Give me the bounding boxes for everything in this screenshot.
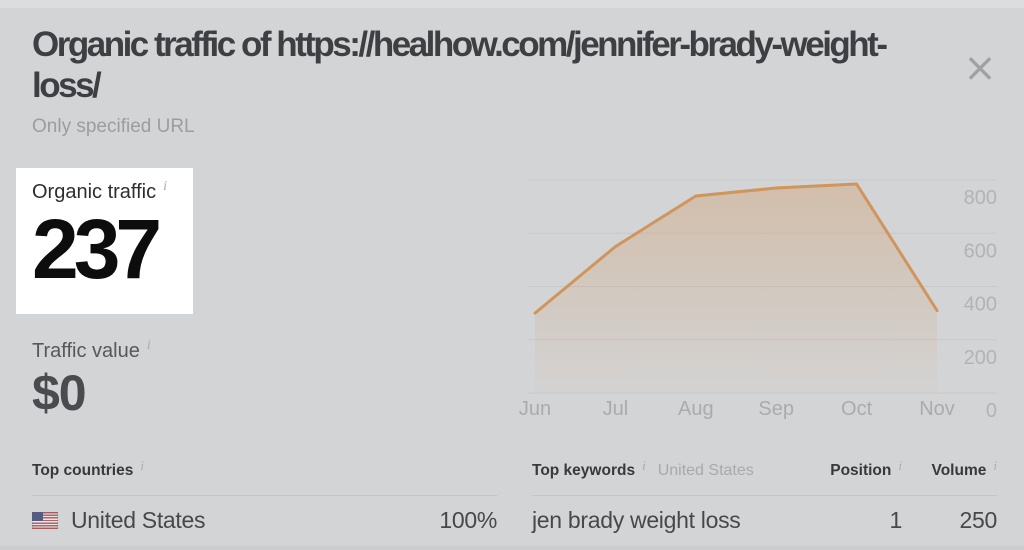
us-flag-icon bbox=[32, 512, 58, 529]
y-axis-label: 400 bbox=[964, 294, 997, 316]
modal-top-edge bbox=[0, 0, 1024, 8]
x-axis-label: Aug bbox=[678, 398, 714, 420]
info-icon[interactable]: i bbox=[642, 458, 646, 473]
organic-traffic-value: 237 bbox=[32, 202, 162, 296]
modal-subtitle: Only specified URL bbox=[32, 116, 195, 137]
keyword-position: 1 bbox=[889, 507, 903, 533]
country-share: 100% bbox=[439, 507, 497, 533]
keyword-volume: 250 bbox=[959, 507, 998, 533]
traffic-value-metric: Traffic value i $0 bbox=[32, 338, 151, 421]
position-column-header: Position i bbox=[830, 458, 902, 479]
x-axis-label: Jul bbox=[603, 398, 629, 420]
divider bbox=[32, 495, 497, 496]
traffic-value-amount: $0 bbox=[32, 365, 87, 421]
country-name: United States bbox=[71, 507, 206, 533]
y-axis-label: 200 bbox=[964, 347, 997, 369]
y-axis-label: 800 bbox=[964, 187, 997, 209]
country-row: United States 100% bbox=[32, 507, 497, 534]
top-keywords-title: Top keywords i United States bbox=[532, 458, 754, 479]
modal-bottom-edge bbox=[0, 546, 1024, 550]
close-icon: × bbox=[963, 45, 997, 91]
x-axis-label: Nov bbox=[919, 398, 955, 420]
y-axis-label: 600 bbox=[964, 240, 997, 262]
info-icon[interactable]: i bbox=[898, 458, 902, 473]
organic-traffic-metric: Organic traffic i 237 bbox=[16, 168, 193, 314]
volume-column-header: Volume i bbox=[931, 458, 997, 479]
y-axis-label: 0 bbox=[986, 400, 997, 420]
info-icon[interactable]: i bbox=[146, 338, 151, 353]
info-icon[interactable]: i bbox=[140, 458, 144, 473]
x-axis-label: Jun bbox=[519, 398, 551, 420]
x-axis-label: Oct bbox=[841, 398, 873, 420]
info-icon[interactable]: i bbox=[993, 458, 997, 473]
info-icon[interactable]: i bbox=[163, 179, 168, 194]
keywords-scope-label: United States bbox=[657, 462, 754, 479]
top-keywords-header: Top keywords i United States Position i Vol… bbox=[532, 458, 997, 488]
chart-line bbox=[533, 182, 939, 315]
page-title: Organic traffic of https://healhow.com/j… bbox=[32, 25, 888, 105]
keyword-row: jen brady weight loss 1 250 bbox=[532, 507, 997, 534]
divider bbox=[532, 495, 997, 496]
top-countries-header: Top countries i bbox=[32, 458, 144, 479]
chart-area-fill bbox=[535, 184, 937, 393]
x-axis-label: Sep bbox=[758, 398, 794, 420]
traffic-value-label: Traffic value i bbox=[32, 338, 151, 362]
organic-traffic-label: Organic traffic i bbox=[32, 179, 168, 203]
keyword-text: jen brady weight loss bbox=[532, 507, 741, 533]
close-button[interactable]: × bbox=[958, 46, 1002, 90]
top-keywords-section: Top keywords i United States Position i Vol… bbox=[532, 458, 997, 534]
traffic-chart: 0 200 400 600 800 Jun Jul Aug Sep Oct Nov bbox=[519, 179, 997, 420]
top-countries-section: Top countries i United States 100% bbox=[32, 458, 497, 534]
